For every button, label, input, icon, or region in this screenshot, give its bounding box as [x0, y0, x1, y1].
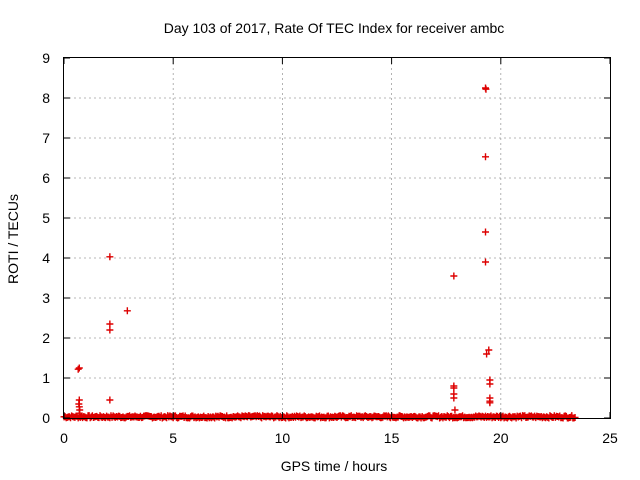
x-tick-label: 10	[275, 430, 291, 446]
y-tick-label: 9	[42, 50, 50, 66]
data-point	[75, 409, 83, 417]
baseline-point	[571, 413, 579, 421]
y-tick-label: 5	[42, 210, 50, 226]
data-point	[482, 258, 490, 266]
data-points	[60, 84, 579, 422]
x-tick-label: 15	[384, 430, 400, 446]
y-tick-label: 4	[42, 250, 50, 266]
data-point	[75, 364, 83, 372]
y-tick-label: 6	[42, 170, 50, 186]
data-point	[123, 307, 131, 315]
data-point	[486, 380, 494, 388]
x-tick-label: 0	[60, 430, 68, 446]
y-tick-label: 2	[42, 330, 50, 346]
x-tick-label: 25	[602, 430, 618, 446]
axis-ticks: 0 5 10 15 20 25 0 1 2 3 4 5 6 7 8 9	[42, 50, 618, 446]
data-point	[482, 228, 490, 236]
x-axis-label: GPS time / hours	[281, 458, 388, 474]
data-point	[450, 272, 458, 280]
y-tick-label: 7	[42, 130, 50, 146]
x-tick-label: 20	[493, 430, 509, 446]
data-point	[450, 394, 458, 402]
data-point	[486, 399, 494, 407]
data-point	[485, 346, 493, 354]
data-point	[106, 320, 114, 328]
data-point	[106, 396, 114, 404]
y-tick-label: 3	[42, 290, 50, 306]
data-point	[483, 350, 491, 358]
data-point	[106, 326, 114, 334]
data-point	[482, 153, 490, 161]
chart-title: Day 103 of 2017, Rate Of TEC Index for r…	[164, 20, 505, 36]
x-tick-label: 5	[169, 430, 177, 446]
data-point	[451, 406, 459, 414]
y-axis-label: ROTI / TECUs	[5, 194, 21, 284]
y-tick-label: 1	[42, 370, 50, 386]
data-point	[482, 85, 490, 93]
y-tick-label: 0	[42, 410, 50, 426]
data-point	[106, 253, 114, 261]
y-tick-label: 8	[42, 90, 50, 106]
data-point	[74, 365, 82, 373]
grid-lines	[64, 58, 610, 418]
plot-frame	[63, 57, 611, 419]
data-point	[450, 384, 458, 392]
